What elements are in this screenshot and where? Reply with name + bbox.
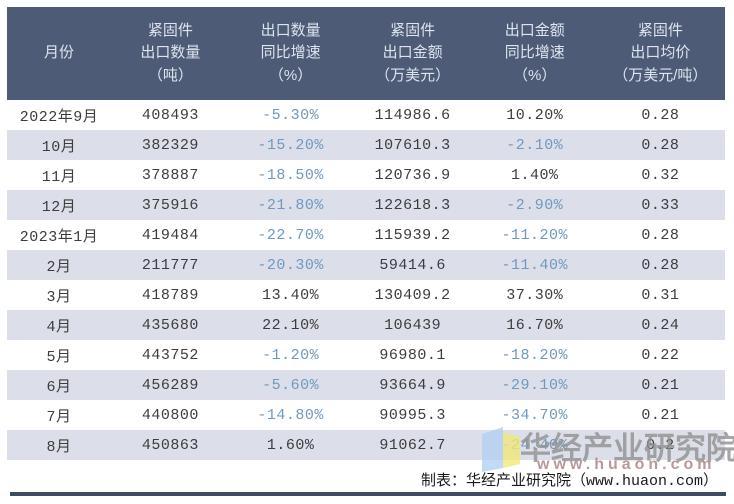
table-cell: 4月 — [46, 318, 72, 336]
table-cell: 0.21 — [641, 376, 680, 394]
bottom-divider — [10, 492, 726, 496]
table-cell: 91062.7 — [379, 436, 446, 454]
watermark-org-text: 华经产业研究院 — [520, 431, 734, 466]
table-cell: 10月 — [41, 138, 77, 156]
table-cell: 107610.3 — [374, 136, 451, 154]
table-row: 6月 456289 -5.60% 93664.9 -29.10% 0.21 — [7, 370, 725, 400]
table-cell: -5.60% — [262, 376, 320, 394]
table-cell: 2月 — [46, 258, 72, 276]
table-cell: 0.21 — [641, 406, 680, 424]
table-row: 10月 382329 -15.20% 107610.3 -2.10% 0.28 — [7, 130, 725, 160]
column-header: 出口金额 同比增速 （%） — [504, 21, 565, 84]
column-header: 出口数量 同比增速 （%） — [260, 21, 321, 84]
column-header: 紧固件 出口均价 （万美元/吨） — [613, 21, 708, 84]
table-cell: 443752 — [141, 346, 199, 364]
table-cell: 130409.2 — [374, 286, 451, 304]
table-cell: 22.10% — [262, 316, 320, 334]
table-row: 3月 418789 13.40% 130409.2 37.30% 0.31 — [7, 280, 725, 310]
table-cell: 90995.3 — [379, 406, 446, 424]
table-row: 8月 450863 1.60% 91062.7 -24.40% 0.2 — [7, 430, 725, 460]
table-row: 5月 443752 -1.20% 96980.1 -18.20% 0.22 — [7, 340, 725, 370]
table-cell: 211777 — [141, 256, 199, 274]
table-cell: 106439 — [384, 316, 442, 334]
table-cell: 37.30% — [506, 286, 564, 304]
table-cell: 59414.6 — [379, 256, 446, 274]
table-cell: -2.90% — [506, 196, 564, 214]
table-row: 2月 211777 -20.30% 59414.6 -11.40% 0.28 — [7, 250, 725, 280]
table-cell: 382329 — [141, 136, 199, 154]
table-cell: 0.2 — [646, 436, 675, 454]
table-row: 7月 440800 -14.80% 90995.3 -34.70% 0.21 — [7, 400, 725, 430]
column-header: 紧固件 出口数量 （吨） — [140, 21, 201, 84]
table-cell: 5月 — [46, 348, 72, 366]
table-cell: -34.70% — [501, 406, 568, 424]
table-cell: 0.24 — [641, 316, 680, 334]
table-cell: 115939.2 — [374, 226, 451, 244]
table-cell: 1.60% — [266, 436, 315, 454]
table-row: 2022年9月 408493 -5.30% 114986.6 10.20% 0.28 — [7, 100, 725, 130]
table-cell: 435680 — [141, 316, 199, 334]
table-cell: 0.28 — [641, 136, 680, 154]
table-cell: 0.28 — [641, 256, 680, 274]
table-cell: 1.40% — [510, 166, 559, 184]
column-header: 紧固件 出口金额 （万美元） — [375, 21, 451, 84]
table-row: 12月 375916 -21.80% 122618.3 -2.90% 0.33 — [7, 190, 725, 220]
table-body: 2022年9月 408493 -5.30% 114986.6 10.20% 0.28 10月… — [7, 100, 725, 460]
table-cell: 8月 — [46, 438, 72, 456]
table-row: 11月 378887 -18.50% 120736.9 1.40% 0.32 — [7, 160, 725, 190]
fastener-export-table: 月份 紧固件 出口数量 （吨） 出口数量 同比增速 （%） 紧固件 出口金额 （万美元… — [7, 7, 725, 460]
table-cell: 0.31 — [641, 286, 680, 304]
table-cell: 375916 — [141, 196, 199, 214]
table-cell: 114986.6 — [374, 106, 451, 124]
table-cell: -18.50% — [257, 166, 324, 184]
table-cell: 408493 — [141, 106, 199, 124]
table-cell: 378887 — [141, 166, 199, 184]
column-header: 月份 — [44, 44, 75, 62]
table-row: 4月 435680 22.10% 106439 16.70% 0.24 — [7, 310, 725, 340]
table-row: 2023年1月 419484 -22.70% 115939.2 -11.20% 0.28 — [7, 220, 725, 250]
table-cell: -29.10% — [501, 376, 568, 394]
table-cell: 419484 — [141, 226, 199, 244]
table-cell: 0.32 — [641, 166, 680, 184]
table-cell: -15.20% — [257, 136, 324, 154]
table-cell: 6月 — [46, 378, 72, 396]
table-cell: -14.80% — [257, 406, 324, 424]
table-cell: 0.28 — [641, 226, 680, 244]
table-cell: 7月 — [46, 408, 72, 426]
table-cell: -1.20% — [262, 346, 320, 364]
table-cell: 0.22 — [641, 346, 680, 364]
table-cell: 3月 — [46, 288, 72, 306]
table-cell: 418789 — [141, 286, 199, 304]
table-cell: -2.10% — [506, 136, 564, 154]
table-cell: 96980.1 — [379, 346, 446, 364]
table-cell: -18.20% — [501, 346, 568, 364]
table-cell: 12月 — [41, 198, 77, 216]
table-cell: -22.70% — [257, 226, 324, 244]
huaon-logo-icon — [482, 427, 520, 472]
table-cell: 10.20% — [506, 106, 564, 124]
table-cell: 450863 — [141, 436, 199, 454]
table-cell: -5.30% — [262, 106, 320, 124]
table-cell: 13.40% — [262, 286, 320, 304]
table-cell: -20.30% — [257, 256, 324, 274]
table-cell: -21.80% — [257, 196, 324, 214]
table-credit: 制表：华经产业研究院（www.huaon.com） — [420, 473, 718, 490]
table-cell: 0.33 — [641, 196, 680, 214]
table-cell: 93664.9 — [379, 376, 446, 394]
table-cell: 2023年1月 — [19, 228, 99, 246]
table-cell: 122618.3 — [374, 196, 451, 214]
table-cell: -11.20% — [501, 226, 568, 244]
table-cell: 0.28 — [641, 106, 680, 124]
table-cell: 11月 — [41, 168, 77, 186]
table-cell: -11.40% — [501, 256, 568, 274]
table-cell: 456289 — [141, 376, 199, 394]
table-header-row: 月份 紧固件 出口数量 （吨） 出口数量 同比增速 （%） 紧固件 出口金额 （万美元… — [7, 7, 725, 100]
table-cell: 2022年9月 — [19, 108, 99, 126]
watermark-url-text: www.huaon.com — [537, 456, 716, 473]
table-cell: 120736.9 — [374, 166, 451, 184]
table-cell: 440800 — [141, 406, 199, 424]
table-cell: 16.70% — [506, 316, 564, 334]
